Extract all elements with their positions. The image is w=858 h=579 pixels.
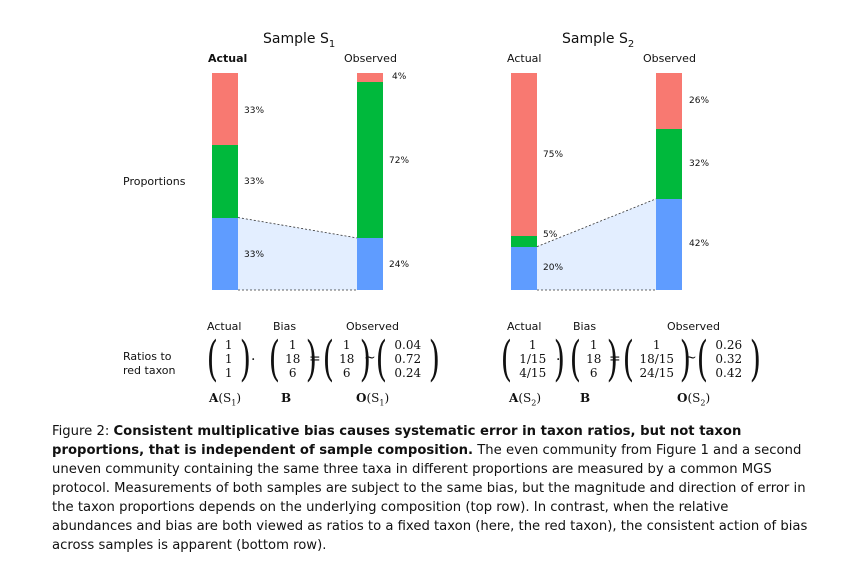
- r2-bias-vector: ( 1 18 6 ): [569, 331, 618, 387]
- r1-bias-symbol: B: [281, 391, 292, 405]
- s1-observed-green-segment: [357, 81, 383, 238]
- sample2-title: Sample S2: [562, 31, 635, 50]
- r2-actual-header: Actual: [507, 320, 542, 333]
- s2-observed-red-pct: 26%: [689, 96, 710, 106]
- s1-observed-red-pct: 4%: [392, 72, 407, 82]
- s1-actual-blue-segment: [212, 217, 238, 290]
- s2-observed-green-pct: 32%: [689, 159, 710, 169]
- r1-sim-operator: ~: [364, 350, 376, 366]
- s2-actual-red-pct: 75%: [543, 150, 564, 160]
- r1-bias-header: Bias: [273, 320, 297, 333]
- r1-actual-header: Actual: [207, 320, 242, 333]
- s1-actual-green-pct: 33%: [244, 177, 265, 187]
- s2-observed-green-segment: [656, 129, 682, 199]
- r2-bias-header: Bias: [573, 320, 597, 333]
- s1-blue-band: [238, 217, 357, 290]
- s2-observed-blue-segment: [656, 198, 682, 290]
- s1-observed-header: Observed: [344, 52, 397, 65]
- r2-dot-operator: ·: [556, 352, 561, 368]
- s2-observed-header: Observed: [643, 52, 696, 65]
- r1-observed-symbol: O(S1): [356, 391, 390, 408]
- s1-actual-red-pct: 33%: [244, 106, 265, 116]
- r1-observed-vector: ( 0.04 0.72 0.24 ): [375, 331, 440, 387]
- s2-actual-header: Actual: [507, 52, 542, 65]
- s1-actual-green-segment: [212, 145, 238, 218]
- s2-actual-blue-pct: 20%: [543, 263, 564, 273]
- r2-equals-operator: =: [609, 351, 621, 367]
- bias-bands: [237, 198, 657, 291]
- s1-observed-blue-segment: [357, 237, 383, 290]
- r1-product-vector: ( 1 18 6 ): [322, 331, 371, 387]
- s1-blue-band-top-line: [237, 217, 358, 239]
- ratios-row-label: Ratios to red taxon: [123, 350, 176, 377]
- r2-actual-vector: ( 1 1/15 4/15 ): [500, 331, 565, 387]
- s1-observed-blue-pct: 24%: [389, 260, 410, 270]
- s2-observed-red-segment: [656, 73, 682, 130]
- s1-actual-red-segment: [212, 73, 238, 146]
- r1-bias-vector: ( 1 18 6 ): [268, 331, 317, 387]
- s2-blue-band: [537, 198, 656, 290]
- caption-prefix: Figure 2:: [52, 424, 114, 439]
- s1-observed-green-pct: 72%: [389, 156, 410, 166]
- s2-actual-red-segment: [511, 73, 537, 236]
- figure-caption: Figure 2: Consistent multiplicative bias…: [52, 422, 812, 555]
- r2-observed-vector: ( 0.26 0.32 0.42 ): [696, 331, 761, 387]
- s2-actual-blue-segment: [511, 246, 537, 290]
- r1-actual-symbol: A(S1): [209, 391, 241, 408]
- r1-observed-header: Observed: [346, 320, 399, 333]
- r2-sim-operator: ~: [685, 350, 697, 366]
- sample1-title: Sample S1: [263, 31, 336, 50]
- r2-observed-symbol: O(S2): [677, 391, 711, 408]
- s2-actual-green-pct: 5%: [543, 230, 558, 240]
- proportions-row-label: Proportions: [123, 175, 186, 188]
- caption-text: The even community from Figure 1 and a s…: [52, 443, 808, 553]
- r2-actual-symbol: A(S2): [509, 391, 541, 408]
- s2-blue-band-top-line: [536, 198, 657, 247]
- s1-actual-blue-pct: 33%: [244, 250, 265, 260]
- s2-observed-blue-pct: 42%: [689, 239, 710, 249]
- r1-equals-operator: =: [309, 351, 321, 367]
- r2-product-vector: ( 1 18/15 24/15 ): [622, 331, 691, 387]
- r1-dot-operator: ·: [251, 352, 256, 368]
- r2-observed-header: Observed: [667, 320, 720, 333]
- r2-bias-symbol: B: [580, 391, 591, 405]
- s2-actual-green-segment: [511, 235, 537, 247]
- s1-actual-header: Actual: [208, 52, 248, 65]
- s1-observed-red-segment: [357, 73, 383, 82]
- caption-bold: Consistent multiplicative bias causes sy…: [52, 424, 742, 458]
